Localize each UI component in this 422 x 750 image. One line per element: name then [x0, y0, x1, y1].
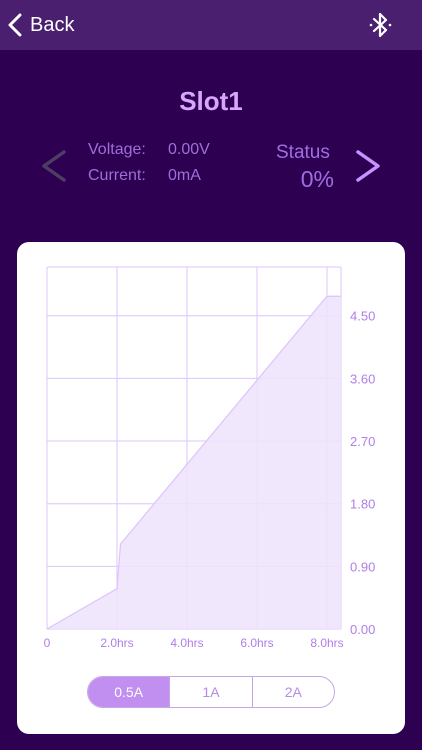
- voltage-value: 0.00V: [168, 141, 210, 158]
- charge-chart: 0 2.0hrs 4.0hrs 6.0hrs 8.0hrs 0.00 0.90 1.80 2.7…: [44, 266, 375, 650]
- x-tick-label: 2.0hrs: [100, 636, 133, 650]
- current-option[interactable]: 2A: [251, 677, 334, 707]
- x-tick-label: 6.0hrs: [240, 636, 273, 650]
- current-value: 0mA: [168, 167, 201, 184]
- status-value: 0%: [300, 166, 334, 192]
- current-option[interactable]: 1A: [169, 677, 251, 707]
- next-slot-button[interactable]: [354, 146, 382, 191]
- chart-card: 0 2.0hrs 4.0hrs 6.0hrs 8.0hrs 0.00 0.90 1.80 2.7…: [17, 242, 405, 734]
- bluetooth-button[interactable]: [368, 11, 394, 44]
- status-label: Status: [276, 142, 330, 163]
- series-area: [47, 296, 341, 629]
- back-button[interactable]: Back: [8, 9, 74, 41]
- x-tick-label: 4.0hrs: [170, 636, 203, 650]
- y-tick-label: 4.50: [350, 309, 375, 324]
- voltage-label: Voltage:: [88, 141, 146, 158]
- slot-title: Slot1: [179, 86, 243, 116]
- y-tick-label: 3.60: [350, 371, 375, 386]
- chevron-left-icon: [42, 150, 66, 182]
- bluetooth-icon: [369, 12, 392, 38]
- chevron-right-icon: [356, 150, 380, 182]
- x-tick-label: 0: [44, 636, 51, 650]
- y-tick-label: 2.70: [350, 434, 375, 449]
- series-line: [46, 295, 341, 630]
- chevron-left-icon: [8, 13, 22, 37]
- prev-slot-button[interactable]: [40, 146, 68, 191]
- y-tick-label: 1.80: [350, 497, 375, 512]
- y-tick-label: 0.00: [350, 622, 375, 637]
- current-option[interactable]: 0.5A: [88, 677, 170, 707]
- current-selector: 0.5A 1A 2A: [87, 676, 335, 708]
- y-tick-label: 0.90: [350, 559, 375, 574]
- back-label: Back: [30, 13, 75, 36]
- nav-bar: Back: [0, 0, 422, 50]
- x-tick-label: 8.0hrs: [310, 636, 343, 650]
- current-label: Current:: [88, 167, 146, 184]
